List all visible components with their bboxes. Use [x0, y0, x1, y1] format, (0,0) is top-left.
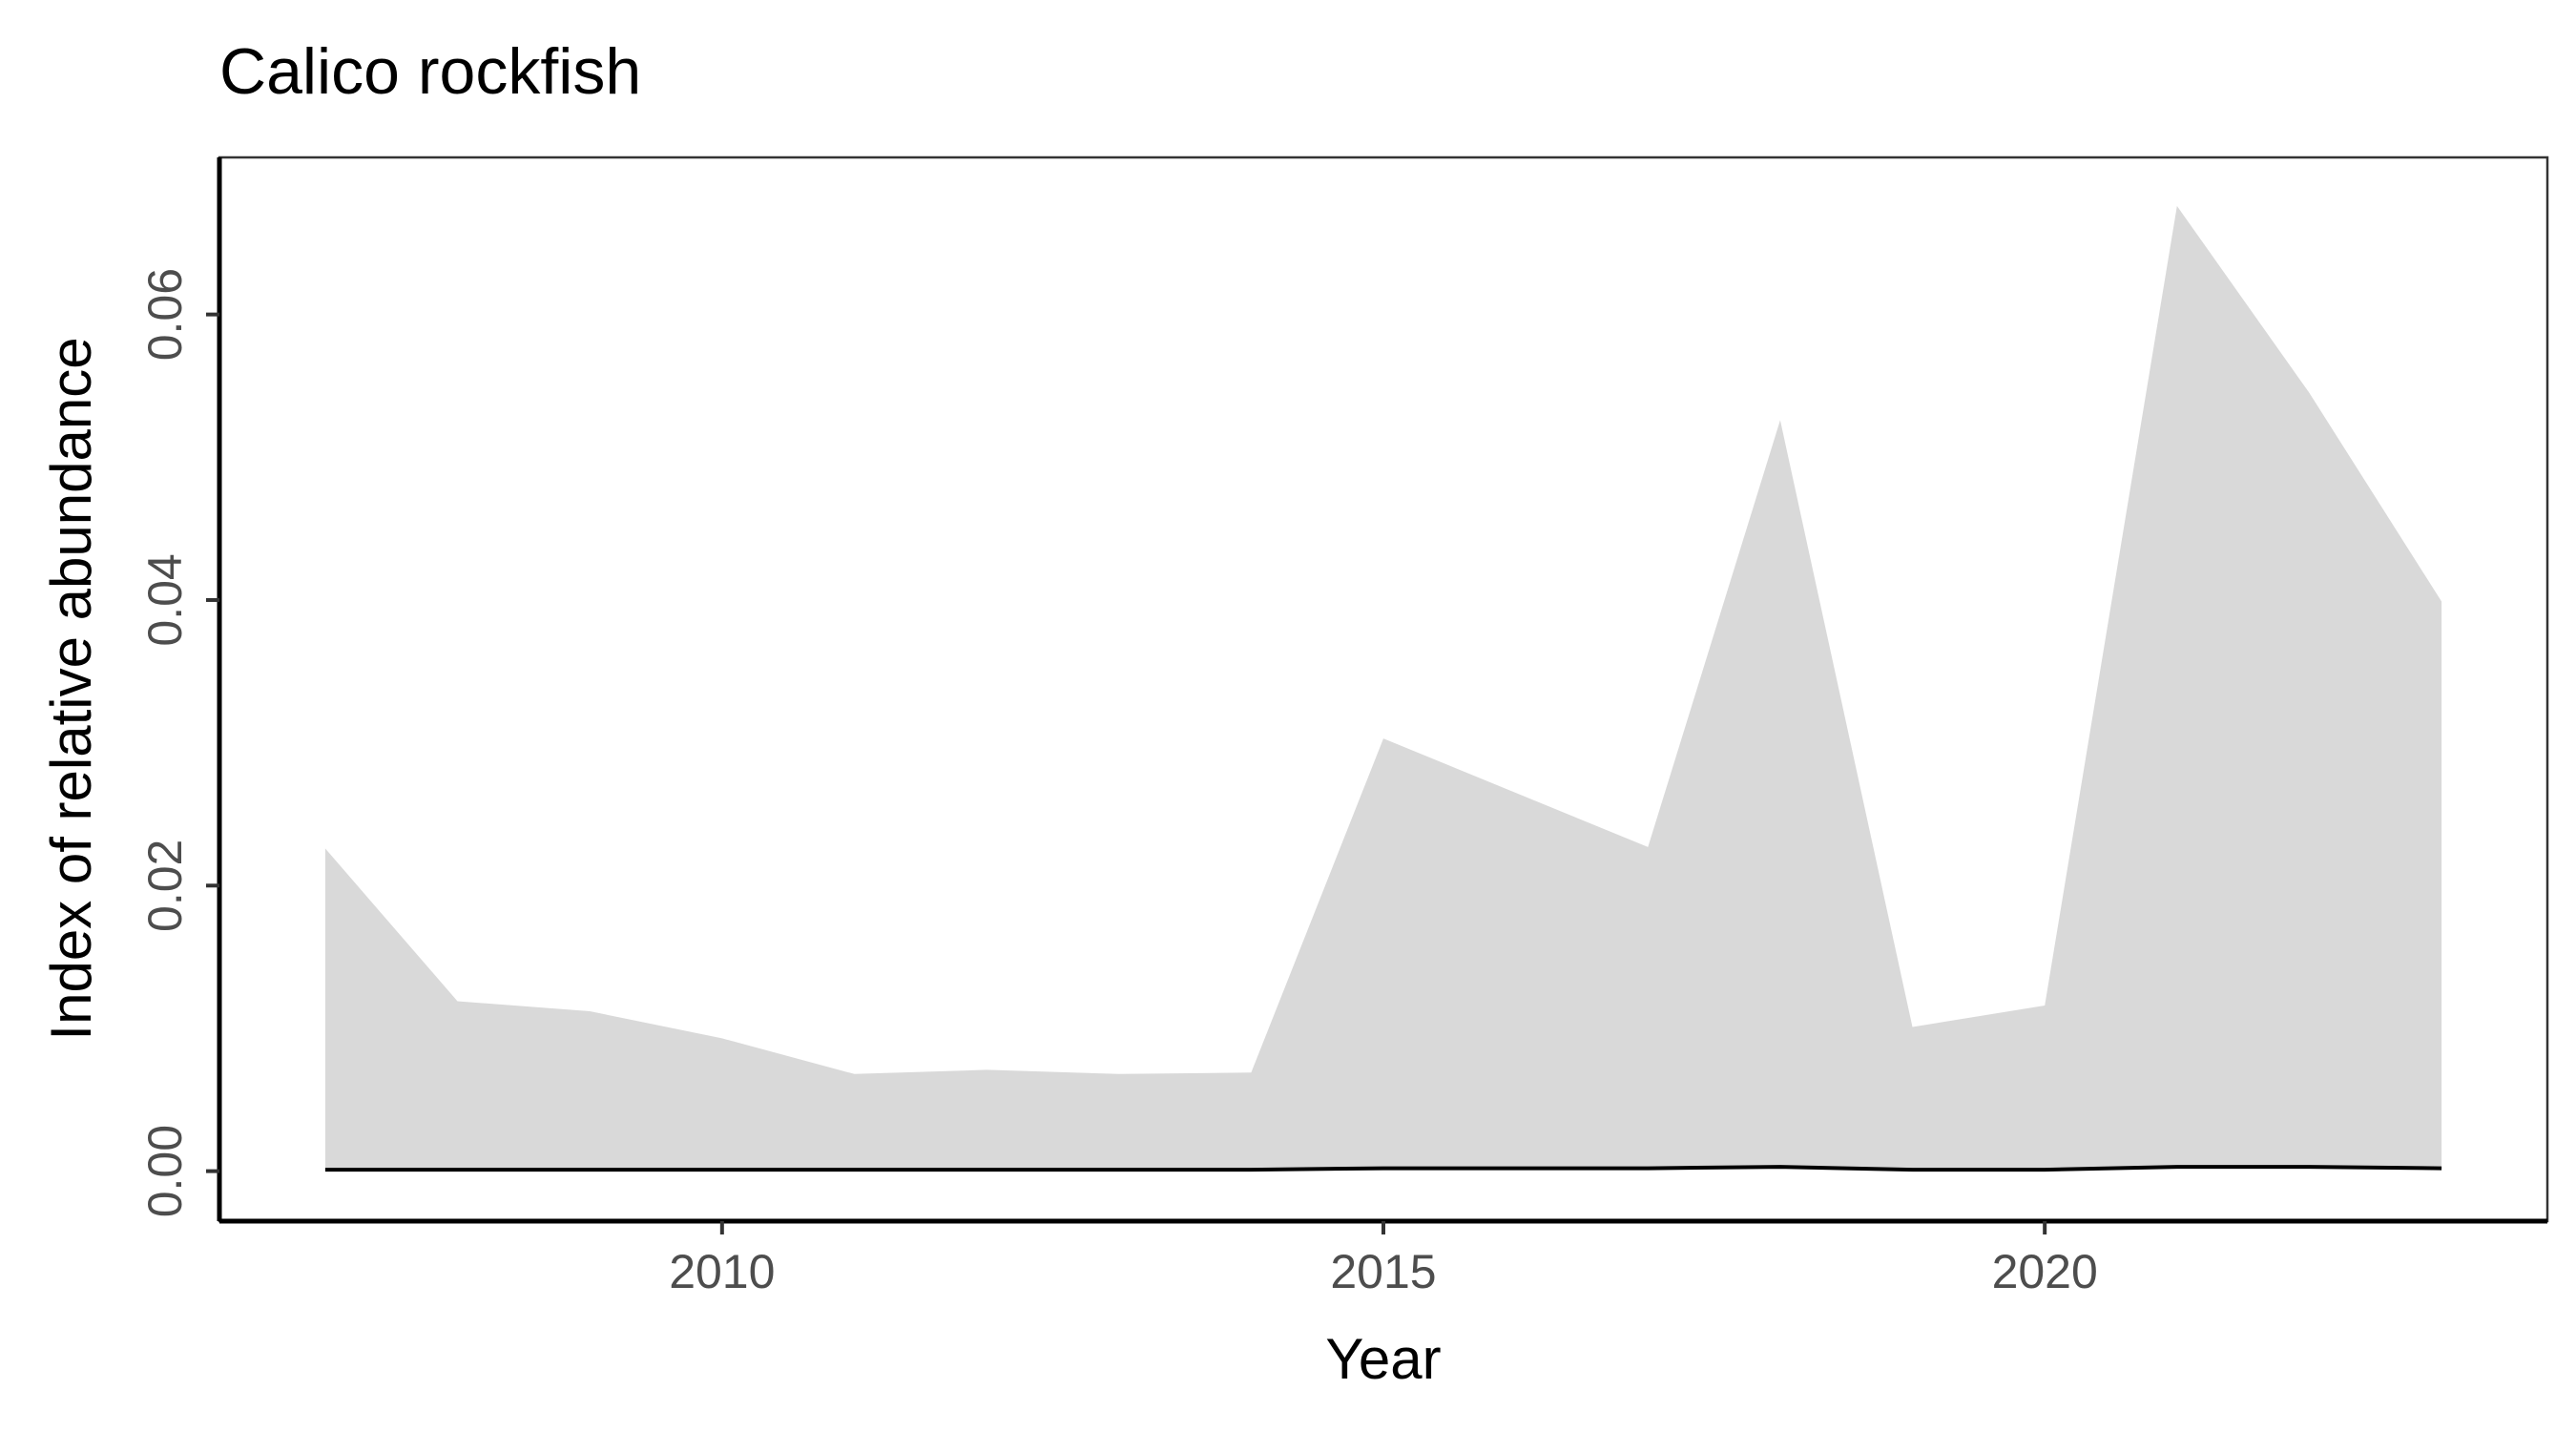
x-axis-ticks: 2010 2015 2020	[669, 1221, 2098, 1298]
y-tick-label: 0.02	[138, 840, 192, 932]
y-tick-label: 0.06	[138, 268, 192, 361]
y-tick-label: 0.00	[138, 1125, 192, 1217]
x-tick-label: 2020	[1992, 1245, 2098, 1298]
x-tick-label: 2015	[1330, 1245, 1436, 1298]
x-tick-label: 2010	[669, 1245, 775, 1298]
y-tick-label: 0.04	[138, 553, 192, 646]
y-axis-title: Index of relative abundance	[39, 337, 103, 1040]
x-axis-title: Year	[1325, 1327, 1441, 1391]
abundance-line	[324, 1165, 2442, 1172]
plot-area	[217, 156, 2549, 1224]
y-axis-ticks: 0.00 0.02 0.04 0.06	[138, 268, 219, 1217]
chart-title: Calico rockfish	[219, 35, 641, 108]
abundance-band	[324, 205, 2442, 1171]
